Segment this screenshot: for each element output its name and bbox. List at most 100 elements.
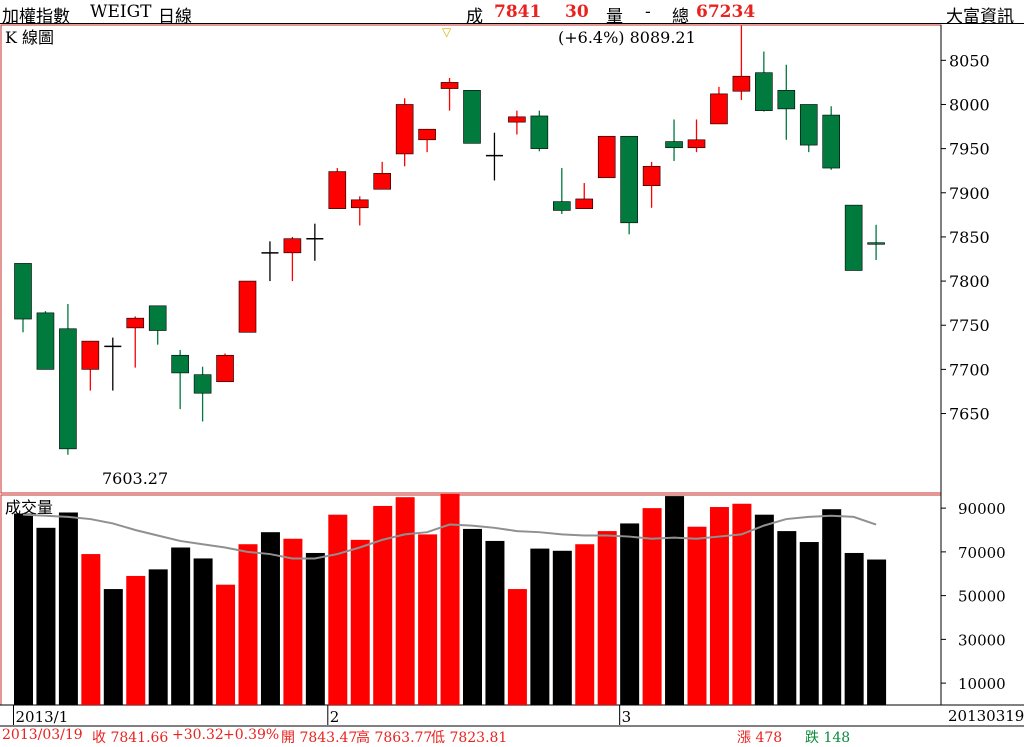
volume-bar [665,496,685,705]
candle-body [440,82,459,89]
volume-bars [14,493,887,705]
end-date: 20130319 [948,707,1024,725]
footer-close: 收 7841.66 [92,730,169,746]
candle-body [575,198,594,209]
footer-pct: +0.39% [223,727,280,743]
up-count: 漲 478 [737,730,783,746]
volume-bar [373,505,393,705]
volume-bar [732,503,752,705]
kline-y-tick-label: 7750 [949,316,990,335]
down-count: 跌 148 [805,730,851,746]
candle-body [732,75,751,92]
volume-bar [440,493,460,705]
brand-name: 大富資訊 [946,7,1014,27]
candle-body [710,93,728,125]
candle-body [620,135,638,224]
volume-bar [238,544,258,705]
kline-panel-label: K 線圖 [5,28,54,47]
total-label: 總 [672,7,689,27]
kline-y-tick-label: 7700 [949,360,990,379]
kline-y-tick-label: 8050 [949,51,990,70]
footer-change: +30.32 [172,727,224,743]
volume-bar [58,512,78,705]
candle-body [777,90,796,110]
volume-y-tick-label: 70000 [958,544,1006,562]
volume-y-tick-label: 10000 [958,675,1006,693]
volume-bar [642,508,662,705]
volume-bar [777,531,797,705]
candle-body [687,139,706,149]
candle-body [799,104,818,146]
kline-y-tick-label: 8000 [949,95,990,114]
volume-bar [283,538,303,705]
volume-bar [193,558,213,705]
volume-bar [14,513,33,705]
deal-label: 成 [466,7,483,27]
change-value: 30 [565,2,589,22]
candle-body [126,317,145,329]
kline-y-tick-label: 7650 [949,405,990,424]
candle-body [373,173,392,190]
volume-bar [305,552,325,705]
candle-body [418,128,436,141]
kline-y-tick-label: 7850 [949,228,990,247]
volume-bar [687,526,707,705]
kline-y-tick-label: 7800 [949,272,990,291]
kline-y-tick-label: 7950 [949,140,990,159]
high-annotation: (+6.4%) 8089.21 [558,28,696,47]
volume-y-tick-label: 90000 [958,500,1006,518]
candle-body [395,104,414,155]
volume-bar [620,523,640,705]
kline-y-ticks: 7650 7700 7750 7800 7850 7900 7950 8000 8050 [941,51,990,424]
footer-high: 高 7863.77 [356,730,433,746]
deal-value: 7841 [494,2,542,22]
candle-body [508,116,526,123]
index-title: 加權指數 [2,7,70,27]
candle-body [14,263,32,320]
volume-bar [485,540,505,705]
candle-body [59,328,77,450]
candle-body [216,354,234,383]
volume-y-ticks: 10000 30000 50000 70000 90000 [941,500,1006,693]
volume-bar [507,589,527,705]
candle-body [552,201,571,211]
candle-body [328,171,347,209]
volume-bar [575,544,595,705]
candle-body [867,242,885,245]
volume-y-tick-label: 50000 [958,588,1006,606]
volume-bar [81,554,101,705]
candle-body [350,199,369,209]
candle-body [463,90,481,144]
volume-bar [530,548,550,705]
volume-value: - [645,2,651,22]
candle-body [36,312,55,370]
volume-bar [260,532,280,705]
kline-y-tick-label: 7900 [949,184,990,203]
candle-body [755,72,773,111]
volume-bar [36,527,56,705]
volume-bar [709,507,729,705]
volume-ma-line [22,513,877,560]
volume-bar [103,589,123,705]
volume-bar [171,547,191,705]
candle-body [822,114,841,169]
volume-bar [822,509,842,705]
volume-bar [395,497,415,705]
candle-body [193,374,212,394]
volume-bar [597,531,617,705]
volume-bar [148,569,168,705]
low-annotation: 7603.27 [102,469,168,488]
x-tick-label: 2 [330,708,340,726]
candle-body [81,340,100,370]
header-bar: 加權指數 WEIGT 日線 成 7841 30 量 - 總 67234 大富資訊 [0,0,1024,27]
footer-low: 低 7823.81 [431,730,508,746]
x-tick-label: 3 [622,708,632,726]
candle-body [642,165,661,187]
index-code: WEIGT [90,2,152,22]
candle-body [283,238,302,254]
volume-bar [418,534,438,705]
volume-panel-label: 成交量 [5,498,53,517]
footer-date: 2013/03/19 [2,727,83,743]
marker-triangle-icon: ▽ [442,25,452,39]
